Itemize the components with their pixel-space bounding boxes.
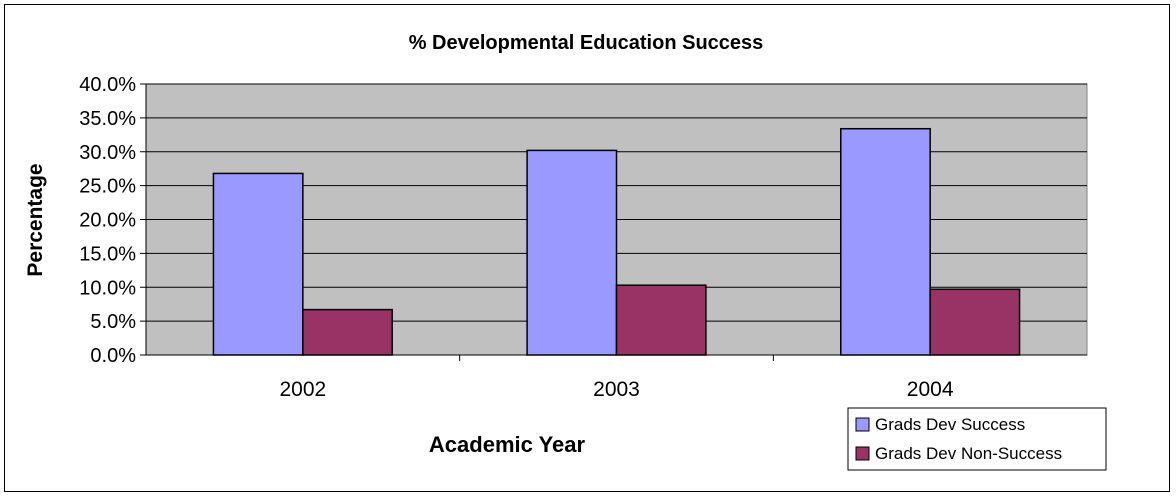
legend — [847, 407, 1107, 471]
y-tick-label: 25.0% — [79, 176, 136, 198]
legend-swatch — [855, 446, 870, 461]
y-tick-label: 5.0% — [90, 311, 136, 333]
y-axis-label: Percentage — [24, 163, 47, 276]
bar-2003-success — [526, 149, 618, 356]
y-tick-label: 15.0% — [79, 243, 136, 265]
legend-label: Grads Dev Non-Success — [875, 444, 1062, 463]
y-tick-label: 10.0% — [79, 277, 136, 299]
x-tick-label: 2002 — [279, 378, 326, 401]
legend-label: Grads Dev Success — [875, 415, 1025, 434]
bar-2003-non-success — [615, 284, 707, 356]
y-tick-label: 0.0% — [90, 345, 136, 367]
y-tick-label: 30.0% — [79, 142, 136, 164]
legend-swatch — [855, 417, 870, 432]
x-tick-label: 2004 — [907, 378, 954, 401]
x-tick-label: 2003 — [593, 378, 640, 401]
bar-2002-success — [212, 172, 304, 356]
y-tick-label: 20.0% — [79, 210, 136, 232]
y-tick-label: 35.0% — [79, 108, 136, 130]
x-axis-label: Academic Year — [429, 432, 586, 457]
y-tick-label: 40.0% — [79, 74, 136, 96]
bar-2004-non-success — [929, 288, 1021, 356]
chart-title: % Developmental Education Success — [409, 32, 764, 54]
bar-2002-non-success — [302, 308, 393, 356]
bar-2004-success — [840, 127, 931, 356]
